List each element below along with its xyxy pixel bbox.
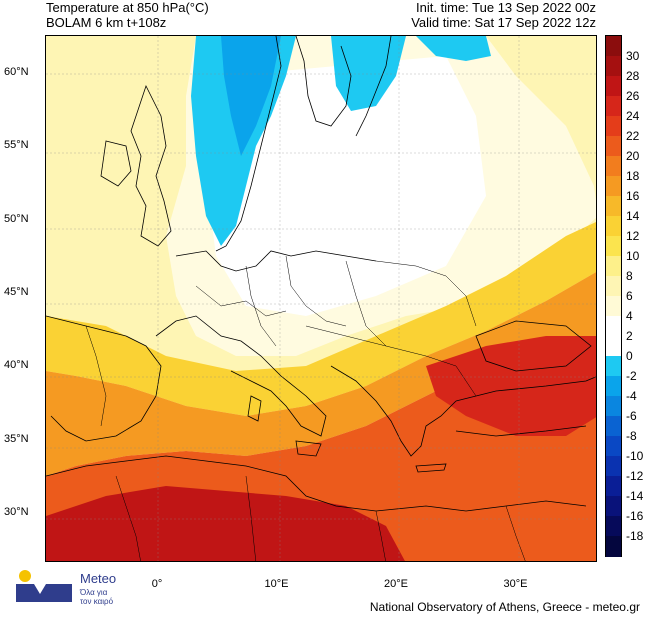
colorbar-segment: [606, 36, 621, 57]
lat-label: 30°N: [4, 506, 29, 519]
colorbar-label: 4: [626, 309, 633, 323]
country-borders: [85, 255, 526, 561]
colorbar-segment: [606, 276, 621, 297]
colorbar-label: -16: [626, 509, 644, 523]
colorbar-segment: [606, 136, 621, 157]
temperature-field: [46, 36, 596, 561]
lat-label: 45°N: [4, 285, 29, 298]
colorbar-label: 26: [626, 89, 640, 103]
colorbar-segment: [606, 76, 621, 97]
lon-label: 0°: [151, 578, 163, 590]
colorbar-label: 14: [626, 209, 640, 223]
colorbar-label: 18: [626, 169, 640, 183]
colorbar-segment: [606, 436, 621, 457]
lon-label: 30°E: [503, 578, 528, 590]
field-colder-core: [221, 36, 281, 156]
colorbar-label: 28: [626, 69, 640, 83]
map-title-line1: Temperature at 850 hPa(°C): [46, 0, 209, 15]
colorbar-label: -8: [626, 429, 637, 443]
colorbar-segment: [606, 376, 621, 397]
colorbar-label: 20: [626, 149, 640, 163]
colorbar-segment: [606, 56, 621, 77]
colorbar-segment: [606, 156, 621, 177]
map-title-line2: BOLAM 6 km t+108z: [46, 15, 167, 30]
colorbar-segment: [606, 96, 621, 117]
colorbar-segment: [606, 196, 621, 217]
valid-time: Valid time: Sat 17 Sep 2022 12z: [411, 15, 596, 30]
colorbar-segment: [606, 216, 621, 237]
footer-credit: National Observatory of Athens, Greece -…: [369, 600, 640, 614]
colorbar-segment: [606, 456, 621, 477]
colorbar-label: 6: [626, 289, 633, 303]
lat-label: 40°N: [4, 359, 29, 372]
colorbar-label: -12: [626, 469, 644, 483]
colorbar-segment: [606, 256, 621, 277]
field-cold-scandinavia: [331, 36, 406, 111]
colorbar-segment: [606, 396, 621, 417]
colorbar-label: 10: [626, 249, 640, 263]
colorbar-label: -14: [626, 489, 644, 503]
temperature-colorbar: [605, 35, 622, 557]
colorbar-label: 8: [626, 269, 633, 283]
lon-label: 10°E: [264, 578, 289, 590]
lat-label: 55°N: [4, 139, 29, 152]
colorbar-label: -4: [626, 389, 637, 403]
colorbar-segment: [606, 516, 621, 537]
colorbar-segment: [606, 536, 621, 557]
colorbar-label: 24: [626, 109, 640, 123]
colorbar-segment: [606, 476, 621, 497]
colorbar-label: 16: [626, 189, 640, 203]
init-time: Init. time: Tue 13 Sep 2022 00z: [416, 0, 596, 15]
field-yellow-band: [46, 221, 596, 416]
colorbar-label: 22: [626, 129, 640, 143]
colorbar-segment: [606, 316, 621, 337]
colorbar-segment: [606, 176, 621, 197]
colorbar-segment: [606, 336, 621, 357]
colorbar-segment: [606, 416, 621, 437]
field-orange-band: [46, 272, 596, 476]
meteo-logo-icon: [16, 570, 72, 602]
logo-tagline: Όλα για τον καιρό: [80, 588, 114, 606]
colorbar-segment: [606, 356, 621, 377]
colorbar-label: -10: [626, 449, 644, 463]
coastlines: [46, 36, 596, 512]
field-cold-finland: [416, 36, 491, 61]
lon-label: 20°E: [384, 578, 408, 590]
colorbar-segment: [606, 116, 621, 137]
colorbar-label: -18: [626, 529, 644, 543]
lat-label: 50°N: [4, 212, 29, 225]
lat-label: 35°N: [4, 432, 29, 445]
field-white-zone: [206, 56, 486, 316]
field-hot-core: [46, 486, 405, 561]
temperature-map[interactable]: [45, 35, 597, 562]
colorbar-label: 0: [626, 349, 633, 363]
graticule: [46, 36, 596, 561]
colorbar-label: -2: [626, 369, 637, 383]
colorbar-label: 2: [626, 329, 633, 343]
colorbar-label: 30: [626, 49, 640, 63]
colorbar-label: 12: [626, 229, 640, 243]
lat-label: 60°N: [4, 66, 29, 78]
colorbar-segment: [606, 296, 621, 317]
logo-name: Meteo: [80, 571, 117, 586]
colorbar-segment: [606, 236, 621, 257]
colorbar-segment: [606, 496, 621, 517]
field-hot-east: [426, 336, 596, 436]
colorbar-label: -6: [626, 409, 637, 423]
